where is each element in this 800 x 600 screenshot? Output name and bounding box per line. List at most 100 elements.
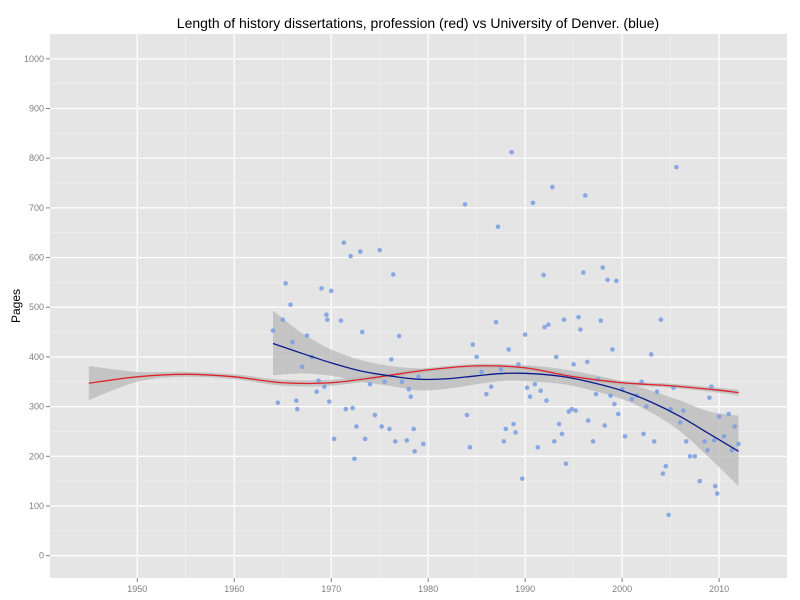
data-point xyxy=(530,200,536,206)
y-tick-label: 0 xyxy=(39,551,44,561)
data-point xyxy=(542,324,547,330)
y-axis-label: Pages xyxy=(9,289,23,323)
y-tick-label: 800 xyxy=(29,153,44,163)
data-point xyxy=(584,359,590,365)
y-tick-label: 500 xyxy=(29,302,44,312)
data-point xyxy=(590,439,596,444)
data-point xyxy=(559,431,565,437)
grid-major xyxy=(50,34,787,578)
data-point xyxy=(648,352,654,357)
data-point xyxy=(350,405,355,411)
data-point xyxy=(593,391,599,397)
data-point xyxy=(714,491,720,496)
data-point xyxy=(338,318,344,323)
data-point xyxy=(493,319,499,325)
data-point xyxy=(412,449,417,454)
data-point xyxy=(581,270,586,275)
x-axis-ticks: 1950 1960 1970 1980 1990 2000 2010 xyxy=(127,578,729,594)
data-point xyxy=(556,421,562,427)
data-point xyxy=(641,431,646,437)
x-tick-label: 1980 xyxy=(418,584,438,594)
data-point xyxy=(359,329,365,335)
y-tick-label: 1000 xyxy=(24,54,44,64)
data-point xyxy=(541,272,546,278)
data-point xyxy=(408,394,414,399)
data-point xyxy=(324,312,329,317)
data-point xyxy=(644,404,649,409)
data-point xyxy=(501,439,507,444)
data-point xyxy=(678,420,683,425)
data-point xyxy=(522,332,528,337)
data-point xyxy=(341,240,347,245)
data-point xyxy=(527,394,533,399)
data-point xyxy=(343,406,349,412)
data-point xyxy=(585,418,591,423)
data-point xyxy=(288,302,293,308)
data-point xyxy=(615,411,621,417)
data-point xyxy=(532,381,538,387)
data-point xyxy=(404,438,410,443)
x-tick-label: 1960 xyxy=(224,584,244,594)
data-point xyxy=(367,381,373,387)
data-point xyxy=(462,202,468,207)
data-point xyxy=(709,384,714,390)
x-tick-label: 1970 xyxy=(321,584,341,594)
plot-panel xyxy=(50,34,787,578)
data-point xyxy=(392,439,398,444)
data-point xyxy=(488,384,494,390)
confidence-band-denver_line xyxy=(273,310,739,487)
data-point xyxy=(509,149,514,155)
data-point xyxy=(711,438,717,443)
data-point xyxy=(697,478,703,484)
data-point xyxy=(561,317,567,322)
data-point xyxy=(610,347,615,352)
data-point xyxy=(506,347,511,352)
data-point xyxy=(314,389,319,394)
data-point xyxy=(372,412,378,418)
data-point xyxy=(563,461,569,467)
data-point xyxy=(629,396,635,402)
data-point xyxy=(464,412,470,418)
data-point xyxy=(270,328,276,333)
data-point xyxy=(331,436,337,442)
data-point xyxy=(712,483,718,489)
data-point xyxy=(299,364,305,370)
smooth-line-denver_line xyxy=(272,342,739,452)
data-point xyxy=(519,476,525,481)
data-point xyxy=(683,439,689,444)
data-point xyxy=(516,362,521,367)
data-point xyxy=(390,272,396,277)
data-point xyxy=(325,317,330,322)
data-point xyxy=(639,379,644,385)
y-tick-label: 900 xyxy=(29,104,44,114)
data-point xyxy=(535,445,541,450)
data-point xyxy=(732,424,737,429)
data-point xyxy=(294,406,300,412)
data-point xyxy=(294,398,299,403)
data-point xyxy=(582,193,588,198)
data-point xyxy=(354,424,359,429)
data-point xyxy=(399,379,405,385)
data-point xyxy=(651,439,657,444)
data-point xyxy=(736,441,741,447)
data-point xyxy=(663,463,669,469)
y-tick-label: 400 xyxy=(29,352,44,362)
y-tick-label: 700 xyxy=(29,203,44,213)
data-point xyxy=(326,399,332,404)
data-point xyxy=(544,398,549,403)
data-point xyxy=(348,253,353,259)
grid-minor xyxy=(50,34,787,578)
data-point xyxy=(328,288,334,294)
data-point xyxy=(416,374,421,380)
data-point xyxy=(503,426,509,432)
data-point xyxy=(551,439,557,444)
data-point xyxy=(275,400,281,405)
x-tick-label: 1950 xyxy=(127,584,147,594)
data-point xyxy=(322,384,327,390)
data-point xyxy=(666,512,671,518)
chart-title: Length of history dissertations, profess… xyxy=(177,15,659,31)
y-tick-label: 300 xyxy=(29,402,44,412)
data-point xyxy=(352,456,357,462)
data-point xyxy=(721,434,727,439)
